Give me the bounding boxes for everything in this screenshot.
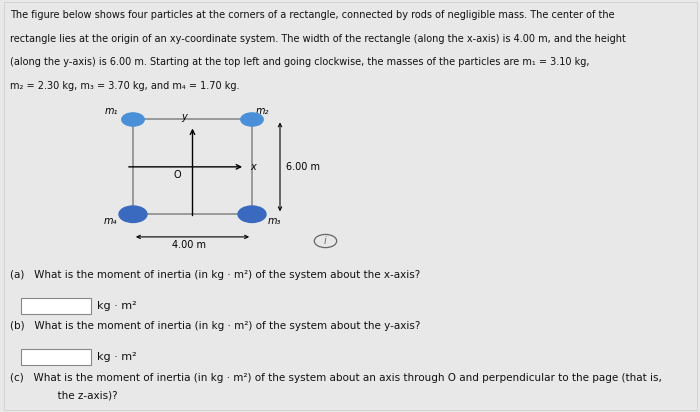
Text: kg · m²: kg · m² [97, 301, 136, 311]
Text: (b)   What is the moment of inertia (in kg · m²) of the system about the y-axis?: (b) What is the moment of inertia (in kg… [10, 321, 421, 331]
Text: O: O [174, 170, 181, 180]
Text: (a)   What is the moment of inertia (in kg · m²) of the system about the x-axis?: (a) What is the moment of inertia (in kg… [10, 270, 421, 280]
Text: (c)   What is the moment of inertia (in kg · m²) of the system about an axis thr: (c) What is the moment of inertia (in kg… [10, 373, 662, 383]
Text: The figure below shows four particles at the corners of a rectangle, connected b: The figure below shows four particles at… [10, 10, 615, 20]
Text: m₄: m₄ [104, 216, 117, 226]
Text: y: y [181, 112, 187, 122]
Text: m₂ = 2.30 kg, m₃ = 3.70 kg, and m₄ = 1.70 kg.: m₂ = 2.30 kg, m₃ = 3.70 kg, and m₄ = 1.7… [10, 81, 240, 91]
Text: kg · m²: kg · m² [97, 352, 136, 362]
Text: 4.00 m: 4.00 m [172, 240, 206, 250]
Circle shape [119, 206, 147, 222]
Text: rectangle lies at the origin of an xy-coordinate system. The width of the rectan: rectangle lies at the origin of an xy-co… [10, 34, 626, 44]
Text: 6.00 m: 6.00 m [286, 162, 320, 172]
Text: m₁: m₁ [105, 106, 118, 116]
Text: (along the y-axis) is 6.00 m. Starting at the top left and going clockwise, the : (along the y-axis) is 6.00 m. Starting a… [10, 57, 590, 67]
Text: i: i [324, 236, 327, 246]
Circle shape [238, 206, 266, 222]
Circle shape [241, 113, 263, 126]
Text: x: x [250, 162, 255, 172]
Text: the z-axis)?: the z-axis)? [38, 390, 118, 400]
Bar [21, 298, 91, 314]
Text: m₃: m₃ [268, 216, 281, 226]
Circle shape [122, 113, 144, 126]
Text: m₂: m₂ [256, 106, 269, 116]
Bar [21, 349, 91, 365]
